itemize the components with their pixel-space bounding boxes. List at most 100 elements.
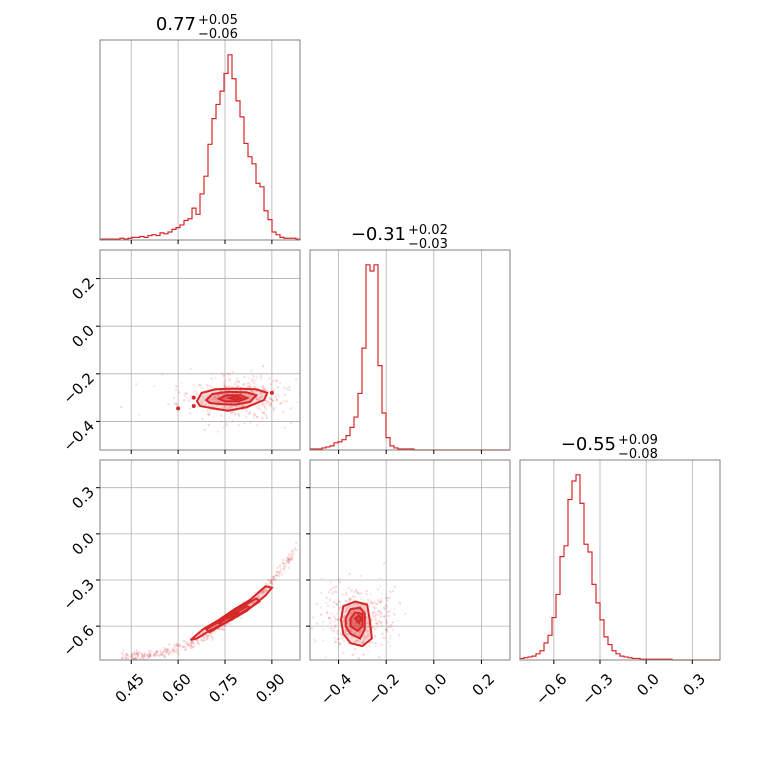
sample-point [206, 637, 209, 640]
sample-point [366, 635, 369, 638]
sample-point [214, 631, 217, 634]
sample-point [155, 653, 158, 657]
sample-point [369, 660, 371, 662]
sample-point [192, 641, 195, 644]
sample-point [182, 645, 186, 648]
x-tick-label: −0.6 [532, 670, 570, 708]
sample-point [345, 633, 348, 636]
y-ticks-row2: −0.6 −0.3 0.0 0.3 [60, 483, 100, 660]
sample-point [351, 611, 354, 614]
sample-point [327, 616, 331, 620]
sample-point [174, 388, 178, 391]
pair-panel-1 [121, 541, 298, 660]
sample-point [366, 598, 370, 602]
sample-point [315, 602, 318, 606]
sample-point [253, 386, 256, 389]
sample-point [225, 423, 228, 427]
sample-point [374, 642, 377, 645]
sample-point [125, 654, 128, 657]
sample-point [264, 408, 267, 411]
sample-point [326, 604, 330, 608]
sample-point [202, 639, 206, 642]
sample-point [164, 651, 168, 654]
sample-point [179, 645, 182, 648]
sample-point [291, 556, 295, 559]
sample-point [363, 635, 366, 638]
sample-point [362, 635, 365, 638]
x-tick-label: −0.3 [578, 670, 616, 708]
sample-point [187, 643, 190, 646]
sample-point [348, 598, 352, 602]
outlier-point [176, 406, 181, 411]
sample-point [335, 603, 339, 606]
sample-point [204, 635, 208, 638]
sample-point [375, 613, 378, 617]
sample-point [364, 609, 367, 612]
sample-point [177, 644, 180, 648]
sample-point [314, 409, 316, 411]
sample-point [272, 575, 276, 578]
sample-point [224, 405, 227, 408]
sample-point [350, 636, 353, 639]
sample-point [286, 387, 289, 391]
sample-point [255, 415, 259, 418]
sample-point [220, 372, 224, 375]
x-ticks-col1-row2: −0.4 −0.2 0.0 0.2 [317, 660, 498, 709]
sample-point [380, 592, 383, 595]
sample-point [387, 641, 390, 644]
x-tick-label: 0.75 [205, 670, 241, 706]
sample-point [184, 646, 188, 649]
sample-point [376, 598, 380, 601]
sample-point [383, 562, 386, 565]
sample-point [353, 631, 357, 634]
sample-point [320, 577, 323, 580]
sample-point [155, 650, 158, 654]
sample-point [270, 399, 274, 403]
sample-point [333, 637, 336, 640]
sample-point [372, 605, 376, 609]
sample-point [347, 619, 350, 622]
sample-point [328, 617, 331, 620]
sample-point [270, 582, 274, 585]
sample-point [241, 383, 245, 386]
sample-point [354, 621, 358, 624]
sample-point [274, 393, 277, 396]
sample-point [330, 620, 333, 623]
sample-point [243, 399, 246, 403]
sample-point [249, 421, 253, 424]
sample-point [350, 629, 353, 632]
sample-point [289, 421, 293, 424]
histogram-param-2 [519, 474, 720, 661]
sample-point [393, 613, 396, 616]
sample-point [388, 644, 392, 648]
sample-point [337, 578, 340, 581]
sample-point [152, 384, 156, 388]
sample-point [378, 585, 382, 588]
sample-point [155, 653, 158, 656]
sample-point [263, 403, 266, 407]
sample-point [138, 651, 141, 654]
sample-point [212, 631, 215, 634]
sample-point [337, 641, 340, 645]
sample-point [223, 381, 226, 384]
sample-point [134, 657, 137, 660]
sample-point [353, 590, 356, 594]
sample-point [348, 572, 351, 576]
sample-point [210, 377, 213, 380]
sample-point [372, 600, 375, 604]
sample-point [272, 399, 275, 402]
sample-point [216, 394, 220, 397]
contour-level-3 [225, 395, 244, 401]
sample-point [389, 625, 392, 629]
sample-point [353, 647, 357, 651]
sample-point [396, 619, 399, 622]
sample-point [356, 590, 359, 594]
pair-panel-0 [119, 365, 316, 433]
sample-point [334, 617, 337, 620]
sample-point [329, 627, 333, 630]
sample-point [255, 376, 259, 379]
sample-point [272, 577, 276, 580]
sample-point [386, 606, 389, 609]
sample-point [228, 373, 232, 376]
sample-point [270, 404, 273, 408]
